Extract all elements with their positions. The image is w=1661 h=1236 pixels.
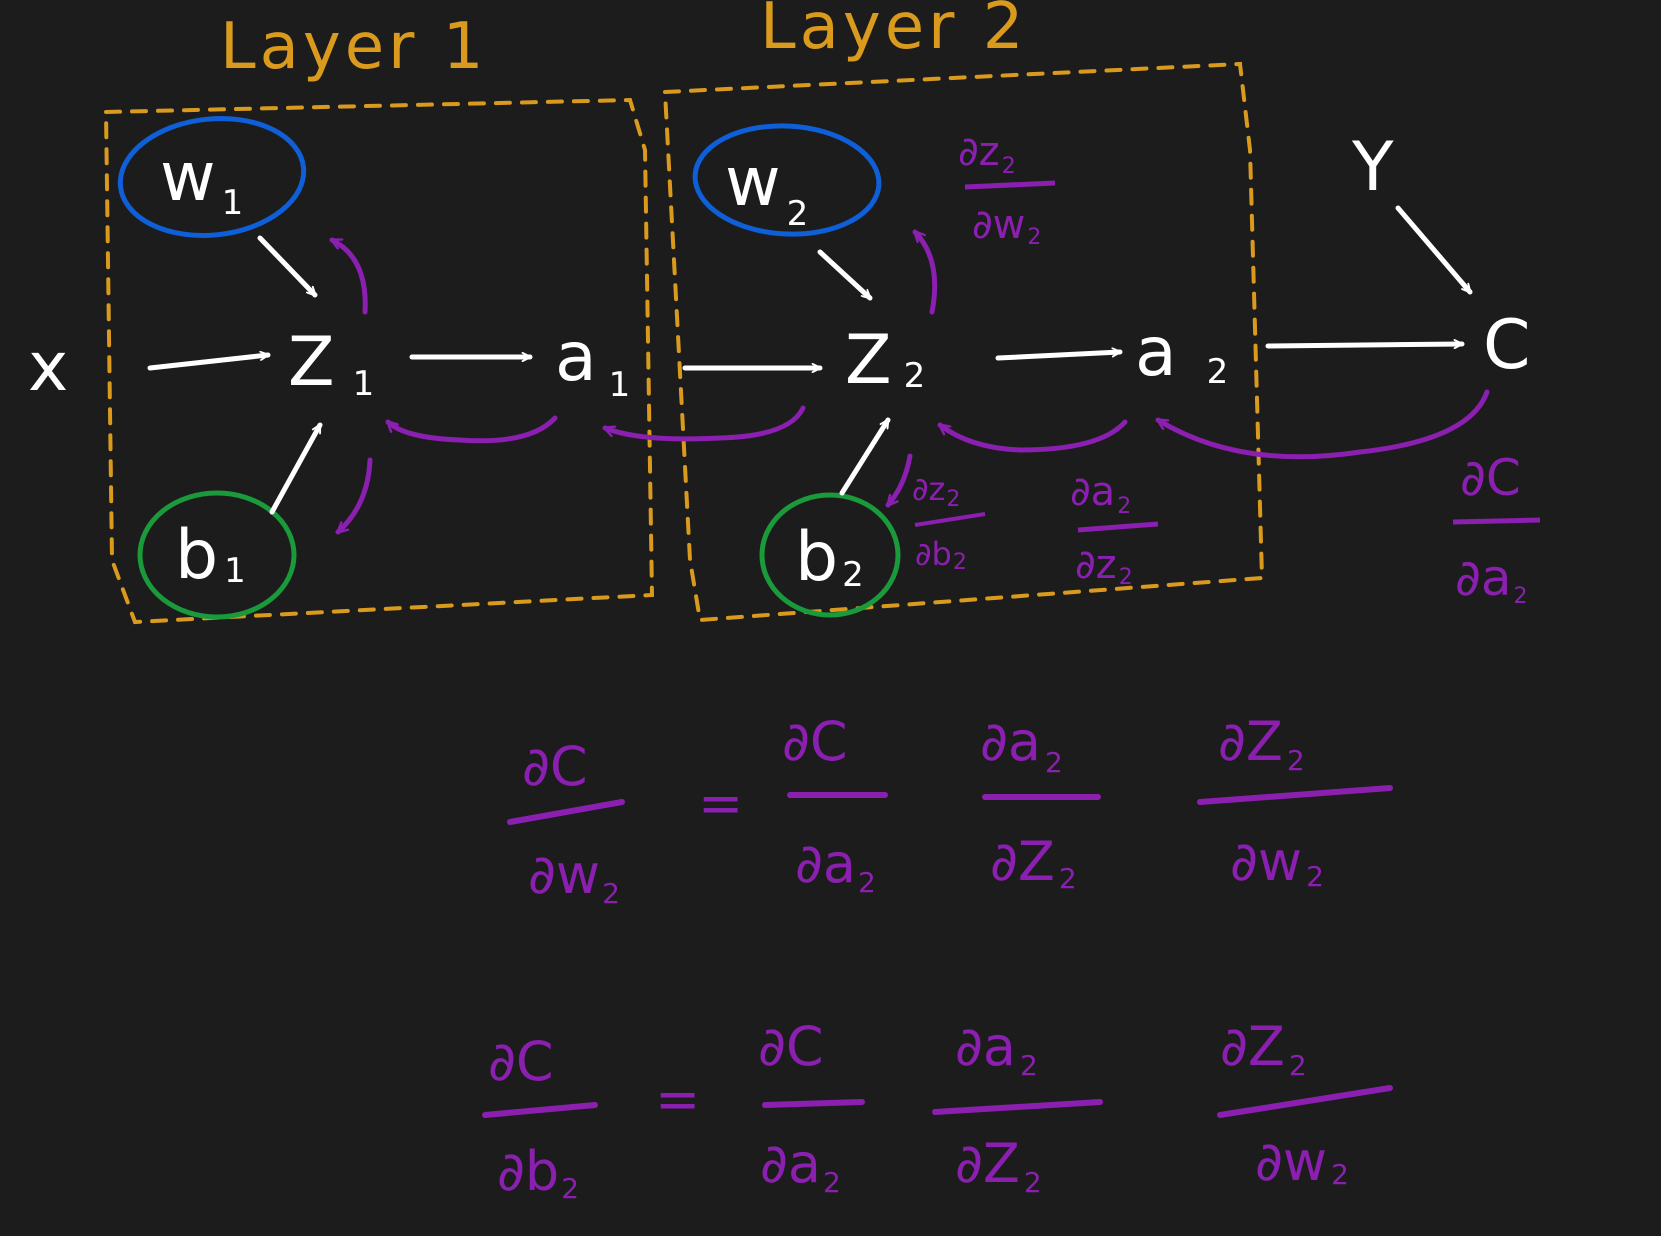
- edge-a2-c: [1265, 344, 1465, 346]
- svg-text:∂a2: ∂a2: [795, 832, 876, 899]
- equation-dc-db2: ∂C ∂b2 = ∂C ∂a2 ∂a 2 ∂Z 2 ∂Z 2 ∂w 2: [482, 1015, 1393, 1205]
- svg-text:∂w2: ∂w2: [972, 202, 1041, 250]
- svg-text:∂a2: ∂a2: [955, 1015, 1038, 1082]
- svg-text:∂C: ∂C: [488, 1030, 554, 1093]
- edge-w2-z2: [817, 249, 873, 301]
- grad-z1-b1: [335, 457, 373, 535]
- grad-z2-w2: [912, 229, 938, 315]
- edge-x-z1: [147, 355, 271, 371]
- eq2-lhs: ∂C ∂b2: [482, 1030, 598, 1205]
- svg-text:∂a2: ∂a2: [760, 1132, 841, 1199]
- grad-a1-z1: [385, 415, 558, 444]
- node-cost: C: [1483, 306, 1530, 385]
- svg-text:∂C: ∂C: [522, 735, 588, 798]
- eq2-term-2: ∂a 2 ∂Z 2: [932, 1015, 1103, 1199]
- eq2-term-1: ∂C ∂a2: [758, 1015, 865, 1199]
- svg-text:∂Z2: ∂Z 2: [955, 1132, 1042, 1199]
- eq2-equals: =: [655, 1068, 700, 1131]
- svg-text:∂Z2: ∂Z 2: [1220, 1015, 1307, 1082]
- b2-circle: [759, 492, 901, 618]
- label-dz2-db2: ∂z2 ∂b2: [912, 470, 986, 575]
- svg-text:∂w2: ∂w2: [528, 843, 620, 910]
- edge-z2-a2: [995, 352, 1123, 361]
- svg-text:∂w2: ∂w2: [1255, 1130, 1349, 1193]
- equation-dc-dw2: ∂C ∂w2 = ∂C ∂a2 ∂a 2 ∂Z 2 ∂Z 2 ∂w 2: [507, 710, 1393, 910]
- svg-text:∂a2: ∂a2: [980, 710, 1063, 779]
- eq1-term-1: ∂C ∂a2: [782, 710, 888, 899]
- layer-2-box: [662, 61, 1265, 623]
- svg-text:∂w2: ∂w2: [1230, 830, 1324, 893]
- label-dc-da2: ∂C ∂a2: [1452, 449, 1541, 609]
- eq1-equals: =: [698, 772, 743, 835]
- grad-a2-z2: [937, 419, 1128, 453]
- svg-text:∂z2: ∂z2: [1075, 542, 1133, 590]
- svg-text:∂C: ∂C: [782, 710, 848, 773]
- eq1-term-3: ∂Z 2 ∂w 2: [1197, 710, 1393, 893]
- eq1-term-2: ∂a 2 ∂Z 2: [980, 710, 1101, 895]
- forward-edges: [147, 205, 1473, 515]
- svg-text:∂z2: ∂z2: [958, 129, 1016, 179]
- label-dz2-dw2: ∂z2 ∂w2: [958, 129, 1056, 250]
- label-da2-dz2: ∂a2 ∂z2: [1070, 469, 1159, 590]
- svg-text:∂z2: ∂z2: [912, 470, 960, 512]
- svg-text:∂a2: ∂a2: [1070, 469, 1131, 519]
- eq1-lhs: ∂C ∂w2: [507, 735, 625, 910]
- edge-w1-z1: [257, 235, 318, 298]
- svg-text:∂b2: ∂b2: [915, 535, 967, 575]
- svg-text:∂Z2: ∂Z 2: [990, 830, 1077, 895]
- svg-text:∂a2: ∂a2: [1455, 549, 1528, 609]
- svg-text:∂b2: ∂b2: [497, 1140, 579, 1205]
- node-x: x: [28, 328, 68, 407]
- svg-text:∂C: ∂C: [1460, 449, 1521, 507]
- edge-y-c: [1395, 205, 1473, 295]
- backward-edges: [329, 229, 1490, 535]
- edge-b1-z1: [269, 422, 323, 515]
- b1-circle: [137, 490, 297, 620]
- grad-z1-w1: [329, 237, 368, 315]
- grad-z2-b2: [885, 453, 913, 508]
- w1-circle: [117, 116, 307, 238]
- grad-c-a2: [1155, 389, 1490, 460]
- w2-circle: [692, 123, 882, 237]
- edge-b2-z2: [839, 417, 891, 496]
- grad-z2-a1: [602, 405, 806, 442]
- layer-1-box: [103, 97, 655, 625]
- svg-text:∂C: ∂C: [758, 1015, 824, 1078]
- layer-1-label: Layer 1: [220, 10, 488, 84]
- svg-text:∂Z2: ∂Z 2: [1218, 710, 1305, 777]
- eq2-term-3: ∂Z 2 ∂w 2: [1217, 1015, 1393, 1193]
- layer-2-label: Layer 2: [760, 0, 1028, 64]
- node-y: Y: [1351, 128, 1394, 207]
